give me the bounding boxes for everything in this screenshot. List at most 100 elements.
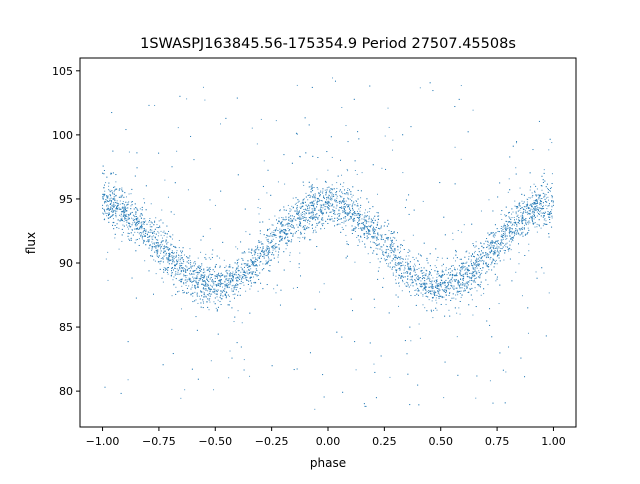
data-point — [519, 209, 521, 211]
data-point — [483, 288, 485, 290]
data-point — [418, 323, 420, 325]
data-point — [426, 270, 428, 272]
data-point — [551, 215, 553, 217]
data-point — [198, 295, 200, 297]
data-point — [474, 263, 476, 265]
data-point — [409, 272, 411, 274]
data-point — [528, 207, 530, 209]
data-point — [435, 285, 437, 287]
data-point — [287, 227, 289, 229]
data-point — [141, 238, 143, 240]
data-point — [424, 287, 426, 289]
data-point — [229, 274, 231, 276]
data-point — [190, 262, 192, 264]
data-point — [387, 238, 389, 240]
data-point — [135, 223, 137, 225]
data-point — [253, 282, 255, 284]
data-point — [200, 239, 202, 241]
data-point — [313, 203, 315, 205]
data-point — [197, 257, 199, 259]
data-point — [470, 279, 472, 281]
data-point — [543, 272, 545, 274]
data-point — [441, 257, 443, 259]
data-point — [407, 271, 409, 273]
data-point — [490, 250, 492, 252]
data-point — [117, 202, 119, 204]
data-point — [113, 210, 115, 212]
data-point — [167, 266, 169, 268]
data-point — [246, 276, 248, 278]
data-point — [390, 237, 392, 239]
data-point — [360, 190, 362, 192]
data-point — [216, 277, 218, 279]
data-point — [122, 206, 124, 208]
data-point — [115, 188, 117, 190]
data-point — [436, 302, 438, 304]
data-point — [343, 203, 345, 205]
data-point — [388, 253, 390, 255]
data-point — [506, 242, 508, 244]
data-point — [120, 215, 122, 217]
data-point — [498, 303, 500, 305]
data-point — [335, 194, 337, 196]
data-point — [466, 285, 468, 287]
data-point — [181, 267, 183, 269]
data-point — [524, 219, 526, 221]
data-point — [196, 295, 198, 297]
data-point — [396, 262, 398, 264]
data-point — [524, 206, 526, 208]
data-point — [267, 238, 269, 240]
data-point — [374, 235, 376, 237]
data-point — [129, 213, 131, 215]
data-point — [187, 291, 189, 293]
data-point — [329, 192, 331, 194]
data-point — [254, 253, 256, 255]
data-point — [349, 198, 351, 200]
data-point — [529, 189, 531, 191]
data-point — [546, 208, 548, 210]
data-point — [353, 229, 355, 231]
data-point — [419, 87, 421, 89]
data-point — [163, 267, 165, 269]
data-point — [289, 254, 291, 256]
data-point — [226, 285, 228, 287]
data-point — [128, 193, 130, 195]
data-point — [260, 241, 262, 243]
data-point — [469, 279, 471, 281]
data-point — [354, 220, 356, 222]
data-point — [379, 234, 381, 236]
data-point — [466, 261, 468, 263]
data-point — [225, 284, 227, 286]
data-point — [344, 217, 346, 219]
data-point — [231, 285, 233, 287]
data-point — [173, 255, 175, 257]
data-point — [104, 190, 106, 192]
data-point — [454, 279, 456, 281]
data-point — [321, 200, 323, 202]
data-point — [485, 253, 487, 255]
data-point — [524, 224, 526, 226]
data-point — [110, 173, 112, 175]
data-point — [347, 198, 349, 200]
data-point — [463, 273, 465, 275]
data-point — [540, 210, 542, 212]
data-point — [271, 240, 273, 242]
data-point — [135, 211, 137, 213]
data-point — [273, 245, 275, 247]
data-point — [192, 295, 194, 297]
data-point — [439, 182, 441, 184]
data-point — [240, 271, 242, 273]
data-point — [254, 273, 256, 275]
data-point — [493, 245, 495, 247]
data-point — [512, 236, 514, 238]
data-point — [491, 336, 493, 338]
data-point — [170, 244, 172, 246]
data-point — [387, 239, 389, 241]
data-point — [468, 258, 470, 260]
data-point — [548, 216, 550, 218]
data-point — [291, 205, 293, 207]
data-point — [519, 234, 521, 236]
data-point — [487, 232, 489, 234]
data-point — [243, 270, 245, 272]
data-point — [518, 252, 520, 254]
